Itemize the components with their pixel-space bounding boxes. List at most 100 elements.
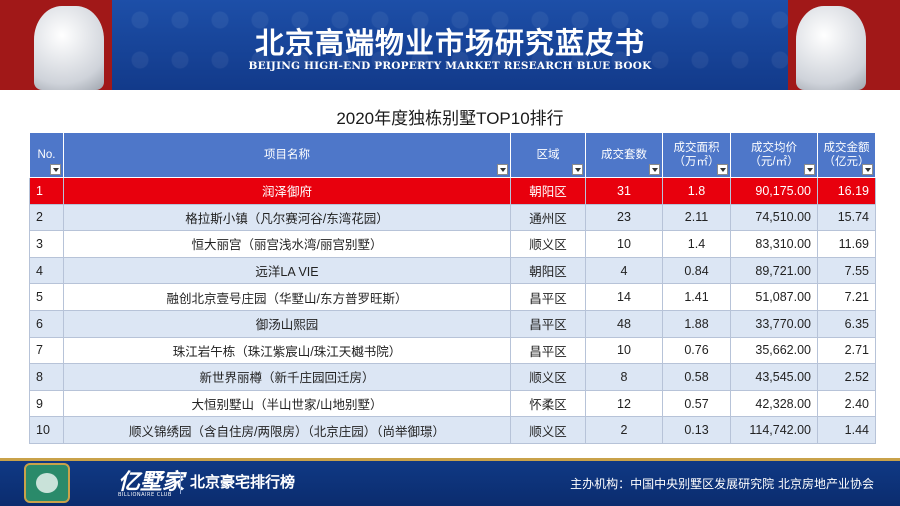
cell-units[interactable]: 12 [585,389,663,418]
cell-price[interactable]: 35,662.00 [730,336,818,365]
header-price[interactable]: 成交均价 （元/㎡） [730,132,818,178]
filter-dropdown-icon[interactable] [50,164,61,175]
cell-name[interactable]: 御汤山熙园 [63,309,511,338]
table-row[interactable]: 10 顺义锦绣园（含自住房/两限房）（北京庄园）（尚举御璟） 顺义区 2 0.1… [29,416,876,444]
cell-district[interactable]: 朝阳区 [510,256,586,285]
filter-dropdown-icon[interactable] [572,164,583,175]
cell-area[interactable]: 1.8 [662,177,731,205]
cell-district[interactable]: 朝阳区 [510,177,586,205]
stone-lion-icon [34,6,104,90]
table-row[interactable]: 1 润泽御府 朝阳区 31 1.8 90,175.00 16.19 [29,177,876,205]
cell-units[interactable]: 4 [585,256,663,285]
cell-area[interactable]: 0.58 [662,363,731,391]
cell-no[interactable]: 5 [29,283,64,311]
cell-units[interactable]: 10 [585,336,663,365]
cell-area[interactable]: 1.41 [662,283,731,311]
cell-no[interactable]: 1 [29,177,64,205]
cell-units[interactable]: 2 [585,416,663,444]
cell-units[interactable]: 8 [585,363,663,391]
cell-price[interactable]: 83,310.00 [730,230,818,258]
filter-dropdown-icon[interactable] [717,164,728,175]
table-row[interactable]: 3 恒大丽宫（丽宫浅水湾/丽宫别墅） 顺义区 10 1.4 83,310.00 … [29,230,876,258]
cell-area[interactable]: 0.13 [662,416,731,444]
header-district[interactable]: 区域 [510,132,586,178]
header-banner: 北京高端物业市场研究蓝皮书 BEIJING HIGH-END PROPERTY … [0,0,900,90]
cell-amount[interactable]: 2.52 [817,363,876,391]
cell-amount[interactable]: 7.55 [817,256,876,285]
cell-units[interactable]: 14 [585,283,663,311]
cell-price[interactable]: 74,510.00 [730,203,818,232]
cell-no[interactable]: 4 [29,256,64,285]
cell-no[interactable]: 6 [29,309,64,338]
cell-name[interactable]: 格拉斯小镇（凡尔赛河谷/东湾花园） [63,203,511,232]
cell-amount[interactable]: 15.74 [817,203,876,232]
cell-area[interactable]: 0.84 [662,256,731,285]
cell-no[interactable]: 10 [29,416,64,444]
cell-area[interactable]: 0.76 [662,336,731,365]
cell-units[interactable]: 10 [585,230,663,258]
cell-no[interactable]: 8 [29,363,64,391]
cell-area[interactable]: 2.11 [662,203,731,232]
left-pillar [0,0,112,90]
cell-district[interactable]: 昌平区 [510,309,586,338]
cell-district[interactable]: 顺义区 [510,416,586,444]
cell-price[interactable]: 114,742.00 [730,416,818,444]
cell-units[interactable]: 48 [585,309,663,338]
cell-name[interactable]: 融创北京壹号庄园（华墅山/东方普罗旺斯） [63,283,511,311]
ranking-title: 北京豪宅排行榜 [190,473,296,491]
cell-price[interactable]: 90,175.00 [730,177,818,205]
cell-no[interactable]: 3 [29,230,64,258]
cell-district[interactable]: 怀柔区 [510,389,586,418]
header-amount[interactable]: 成交金额 （亿元） [817,132,876,178]
cell-name[interactable]: 新世界丽樽（新千庄园回迁房） [63,363,511,391]
cell-name[interactable]: 恒大丽宫（丽宫浅水湾/丽宫别墅） [63,230,511,258]
banner-subtitle: BEIJING HIGH-END PROPERTY MARKET RESEARC… [248,60,652,72]
table-row[interactable]: 9 大恒别墅山（半山世家/山地别墅） 怀柔区 12 0.57 42,328.00… [29,389,876,418]
cell-district[interactable]: 昌平区 [510,336,586,365]
cell-area[interactable]: 1.4 [662,230,731,258]
table-row[interactable]: 4 远洋LA VIE 朝阳区 4 0.84 89,721.00 7.55 [29,256,876,285]
cell-amount[interactable]: 11.69 [817,230,876,258]
cell-amount[interactable]: 7.21 [817,283,876,311]
cell-district[interactable]: 顺义区 [510,230,586,258]
table-row[interactable]: 5 融创北京壹号庄园（华墅山/东方普罗旺斯） 昌平区 14 1.41 51,08… [29,283,876,311]
cell-no[interactable]: 9 [29,389,64,418]
header-units[interactable]: 成交套数 [585,132,663,178]
cell-price[interactable]: 89,721.00 [730,256,818,285]
cell-amount[interactable]: 6.35 [817,309,876,338]
table-row[interactable]: 2 格拉斯小镇（凡尔赛河谷/东湾花园） 通州区 23 2.11 74,510.0… [29,203,876,232]
header-no[interactable]: No. [29,132,64,178]
cell-amount[interactable]: 16.19 [817,177,876,205]
cell-district[interactable]: 通州区 [510,203,586,232]
cell-price[interactable]: 33,770.00 [730,309,818,338]
cell-name[interactable]: 顺义锦绣园（含自住房/两限房）（北京庄园）（尚举御璟） [63,416,511,444]
cell-amount[interactable]: 1.44 [817,416,876,444]
cell-name[interactable]: 远洋LA VIE [63,256,511,285]
filter-dropdown-icon[interactable] [497,164,508,175]
cell-no[interactable]: 7 [29,336,64,365]
cell-district[interactable]: 顺义区 [510,363,586,391]
cell-district[interactable]: 昌平区 [510,283,586,311]
header-row: No. 项目名称 区域 成交套数 成交面积 （万㎡） 成交均价 （元/㎡） 成交金额… [29,132,876,178]
cell-price[interactable]: 42,328.00 [730,389,818,418]
table-row[interactable]: 7 珠江岩午栋（珠江紫宸山/珠江天樾书院） 昌平区 10 0.76 35,662… [29,336,876,365]
cell-no[interactable]: 2 [29,203,64,232]
header-name[interactable]: 项目名称 [63,132,511,178]
cell-name[interactable]: 润泽御府 [63,177,511,205]
cell-units[interactable]: 31 [585,177,663,205]
filter-dropdown-icon[interactable] [804,164,815,175]
cell-price[interactable]: 51,087.00 [730,283,818,311]
cell-name[interactable]: 大恒别墅山（半山世家/山地别墅） [63,389,511,418]
filter-dropdown-icon[interactable] [862,164,873,175]
cell-amount[interactable]: 2.40 [817,389,876,418]
header-area[interactable]: 成交面积 （万㎡） [662,132,731,178]
cell-units[interactable]: 23 [585,203,663,232]
filter-dropdown-icon[interactable] [649,164,660,175]
cell-amount[interactable]: 2.71 [817,336,876,365]
cell-name[interactable]: 珠江岩午栋（珠江紫宸山/珠江天樾书院） [63,336,511,365]
cell-price[interactable]: 43,545.00 [730,363,818,391]
table-row[interactable]: 6 御汤山熙园 昌平区 48 1.88 33,770.00 6.35 [29,309,876,338]
cell-area[interactable]: 0.57 [662,389,731,418]
cell-area[interactable]: 1.88 [662,309,731,338]
table-row[interactable]: 8 新世界丽樽（新千庄园回迁房） 顺义区 8 0.58 43,545.00 2.… [29,363,876,391]
